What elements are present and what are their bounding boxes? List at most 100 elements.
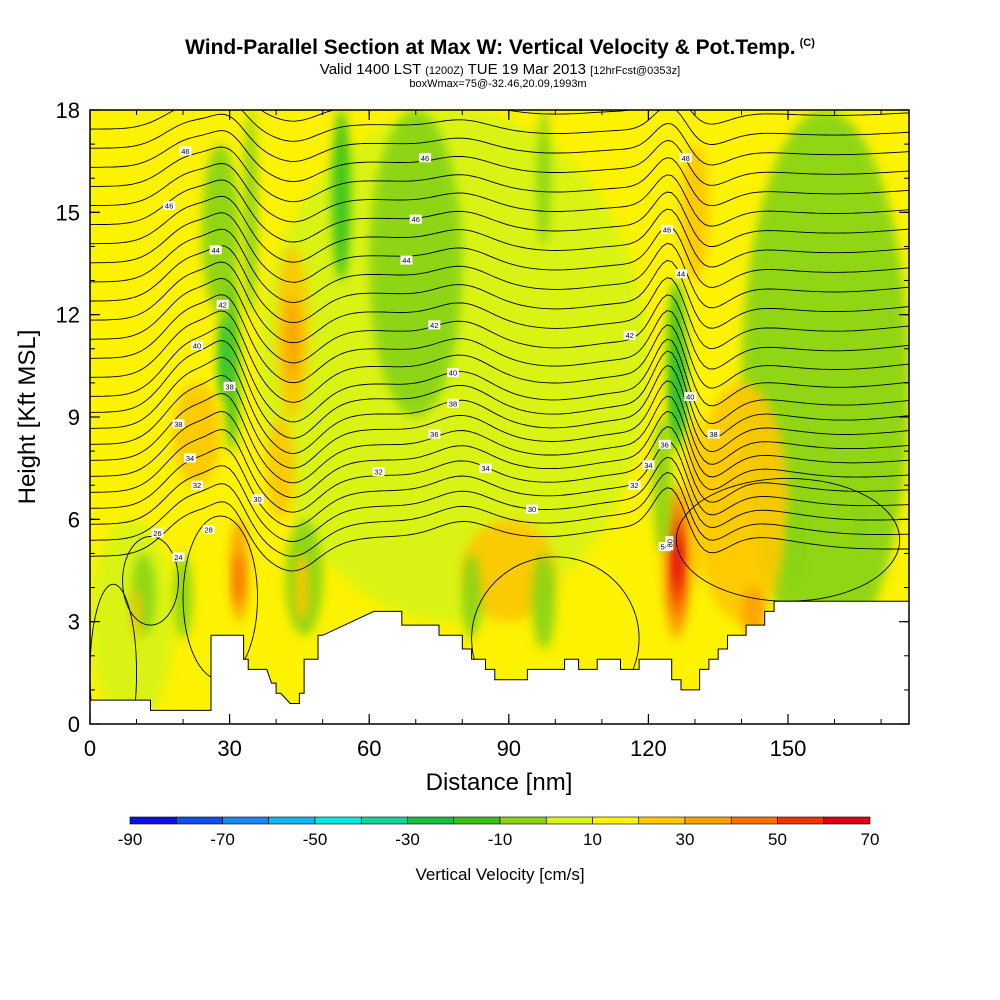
velocity-cell <box>243 110 258 315</box>
colorbar-swatch <box>777 816 825 825</box>
theta-label: 46 <box>163 201 176 211</box>
colorbar-swatch <box>268 816 316 825</box>
colorbar-swatch <box>823 816 871 825</box>
valid-time-line: Valid 1400 LST (1200Z) TUE 19 Mar 2013 [… <box>0 61 1000 78</box>
copyright-mark: (C) <box>799 37 815 49</box>
colorbar-swatch <box>314 816 362 825</box>
isentrope-line <box>90 410 909 498</box>
contour-label-text: 30 <box>528 505 536 514</box>
x-tick-label: 0 <box>84 736 96 761</box>
theta-label: 36 <box>428 429 441 439</box>
theta-label: 38 <box>223 381 236 391</box>
theta-label: 30 <box>251 494 264 504</box>
isentrope-line <box>90 393 909 484</box>
theta-label: 42 <box>428 320 441 330</box>
isentrope-line <box>90 43 909 86</box>
isentrope-line <box>90 487 909 572</box>
contour-label-text: 46 <box>663 225 671 234</box>
x-tick-label: 150 <box>770 736 807 761</box>
isentrope-line <box>90 294 909 389</box>
colorbar-swatch <box>360 816 408 825</box>
y-axis-label: Height [Kft MSL] <box>14 330 41 505</box>
theta-label: 40 <box>684 392 697 402</box>
theta-label: 34 <box>184 453 197 463</box>
isentrope-line <box>90 24 909 67</box>
theta-label: 44 <box>674 269 687 279</box>
colorbar: -90 -70 -50 -30 -10 10 30 50 70 <box>118 816 880 849</box>
colorbar-tick-label: 70 <box>861 830 880 849</box>
contour-label-text: 32 <box>193 481 201 490</box>
theta-label: 38 <box>707 429 720 439</box>
contour-label-text: 46 <box>181 147 189 156</box>
theta-label: 30 <box>526 504 539 514</box>
colorbar-swatch <box>129 816 177 825</box>
theta-label: 44 <box>209 245 222 255</box>
colorbar-swatch <box>175 816 223 825</box>
w-max-label: 80 <box>665 536 674 551</box>
contour-label-text: 34 <box>644 461 652 470</box>
theta-label: 38 <box>172 419 185 429</box>
colorbar-label: Vertical Velocity [cm/s] <box>415 865 584 884</box>
velocity-cell <box>674 536 681 588</box>
colorbar-swatch <box>592 816 640 825</box>
velocity-cell <box>266 417 295 520</box>
colorbar-tick-label: -50 <box>303 830 328 849</box>
isentrope-line <box>90 179 909 247</box>
theta-label: 32 <box>191 480 204 490</box>
contour-label-text: 34 <box>186 454 194 463</box>
theta-label: 40 <box>446 368 459 378</box>
contour-label-bg <box>658 439 671 449</box>
theta-label: 48 <box>679 153 692 163</box>
isentrope-line <box>90 228 909 309</box>
contour-label-bg <box>479 463 492 473</box>
isentrope-line <box>90 163 909 227</box>
contour-label-text: 46 <box>165 202 173 211</box>
contour-label-text: 38 <box>449 399 457 408</box>
theta-label: 36 <box>658 439 671 449</box>
contour-label-text: 42 <box>218 300 226 309</box>
theta-label: 34 <box>479 463 492 473</box>
contour-label-text: 28 <box>204 526 212 535</box>
contour-label-bg <box>679 153 692 163</box>
isentrope-line <box>90 146 909 207</box>
isentrope-line <box>90 356 909 454</box>
theta-label: 46 <box>409 214 422 224</box>
theta-label: 44 <box>400 255 413 265</box>
contour-label-text: 36 <box>661 440 669 449</box>
velocity-cell <box>173 382 221 486</box>
theta-label: 32 <box>372 467 385 477</box>
contour-label-text: 44 <box>211 246 219 255</box>
contour-label-text: 38 <box>225 382 233 391</box>
contour-label-bg <box>409 214 422 224</box>
contour-label-bg <box>642 460 655 470</box>
isentrope-line <box>90 5 909 48</box>
isentrope-line <box>90 456 909 542</box>
colorbar-swatch <box>407 816 455 825</box>
contour-label-text: 34 <box>481 464 489 473</box>
theta-label: 46 <box>419 153 432 163</box>
valid-date: TUE 19 Mar 2013 <box>467 61 586 78</box>
isentrope-line <box>90 326 909 424</box>
contour-label-bg <box>251 494 264 504</box>
theta-label: 24 <box>172 552 185 562</box>
isentrope-loop <box>90 583 137 724</box>
contour-label-bg <box>202 525 215 535</box>
colorbar-tick-label: -70 <box>210 830 235 849</box>
contour-label-bg <box>191 480 204 490</box>
colorbar-swatch <box>222 816 270 825</box>
colorbar-tick-label: -30 <box>395 830 420 849</box>
valid-prefix: Valid 1400 LST <box>319 61 421 78</box>
velocity-cell <box>294 553 309 622</box>
isentrope-line <box>90 277 909 370</box>
velocity-cell <box>369 110 463 417</box>
contour-label-bg <box>428 429 441 439</box>
contour-label-bg <box>628 480 641 490</box>
x-tick-label: 30 <box>217 736 241 761</box>
contour-label-text: 44 <box>402 256 410 265</box>
chart-title: Wind-Parallel Section at Max W: Vertical… <box>0 36 1000 60</box>
y-tick-label: 3 <box>68 610 80 635</box>
isentrope-line <box>90 374 909 469</box>
velocity-cell <box>131 587 142 639</box>
